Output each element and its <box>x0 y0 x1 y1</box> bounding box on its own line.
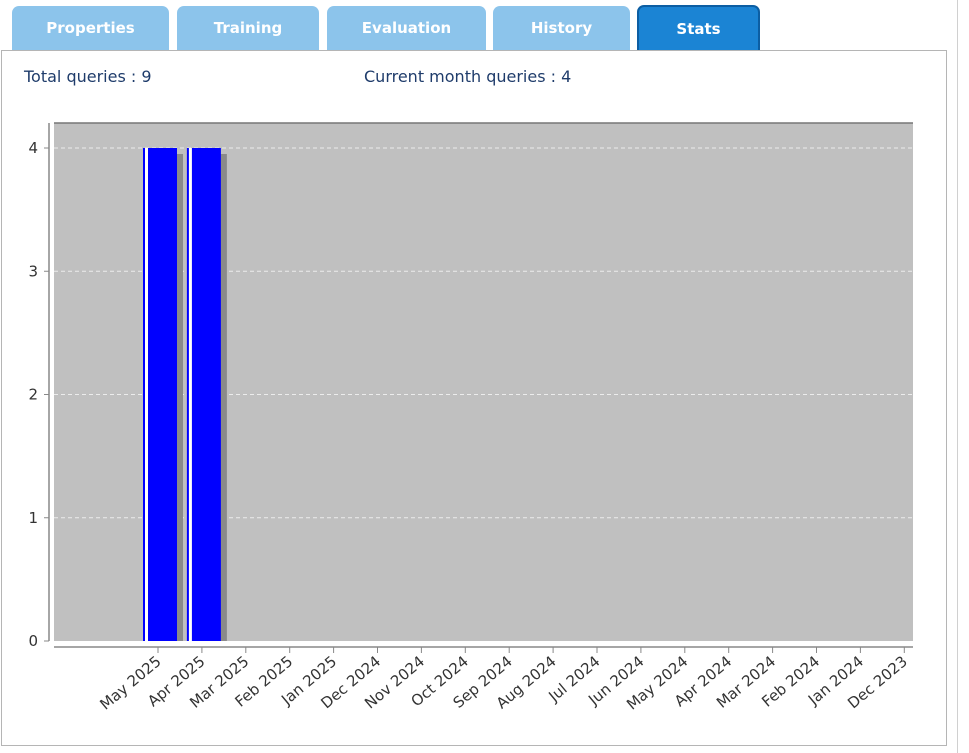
current-month-queries-value: 4 <box>561 67 572 86</box>
tab-evaluation[interactable]: Evaluation <box>327 6 486 50</box>
y-tick-label: 2 <box>28 386 38 404</box>
y-tick-label: 0 <box>28 632 38 650</box>
y-tick-label: 1 <box>28 509 38 527</box>
total-queries: Total queries : 9 <box>24 67 152 86</box>
current-month-queries-label: Current month queries : <box>364 67 557 86</box>
current-month-queries: Current month queries : 4 <box>364 67 571 86</box>
bar-highlight <box>188 148 192 641</box>
tab-history[interactable]: History <box>493 6 630 50</box>
total-queries-value: 9 <box>141 67 152 86</box>
total-queries-label: Total queries : <box>24 67 137 86</box>
tab-properties[interactable]: Properties <box>12 6 169 50</box>
tab-training[interactable]: Training <box>177 6 319 50</box>
bar <box>186 148 221 641</box>
y-tick-label: 4 <box>28 139 38 157</box>
tab-bar: Properties Training Evaluation History S… <box>0 0 969 52</box>
y-tick-label: 3 <box>28 262 38 280</box>
bar-highlight <box>145 148 148 641</box>
bar <box>143 148 177 641</box>
window-edge <box>957 0 958 753</box>
tab-stats[interactable]: Stats <box>637 5 760 51</box>
